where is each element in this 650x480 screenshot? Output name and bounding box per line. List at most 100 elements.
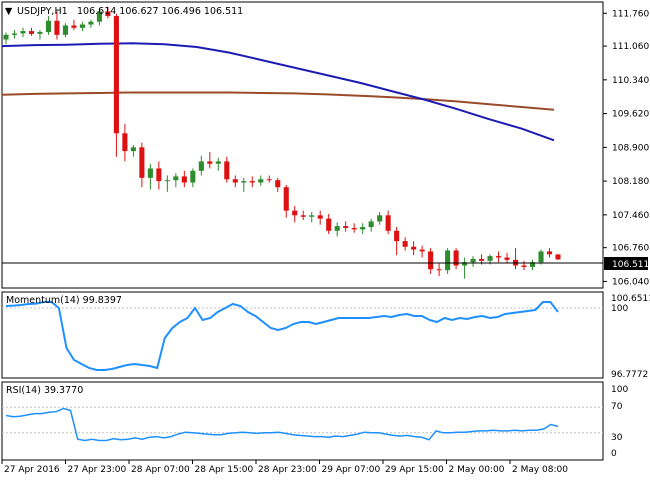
candle-body: [37, 32, 43, 34]
candle-body: [351, 227, 357, 230]
candle-body: [54, 20, 60, 35]
candle-body: [88, 21, 94, 25]
candle-body: [156, 168, 162, 182]
candle-body: [215, 161, 221, 164]
price-tick-label: 107.460: [612, 211, 649, 221]
candle-body: [385, 215, 391, 231]
candle-body: [164, 180, 170, 182]
time-tick-label: 29 Apr 15:00: [385, 465, 444, 475]
candle-body: [45, 20, 52, 33]
candle-body: [487, 256, 493, 261]
candle-body: [521, 265, 527, 267]
momentum-tick-bottom: 96.7772: [611, 370, 648, 380]
price-tick-label: 108.180: [612, 177, 649, 187]
time-tick-label: 27 Apr 2016: [4, 465, 60, 475]
dropdown-arrow-icon[interactable]: ▼: [5, 6, 13, 17]
candle-body: [62, 25, 68, 35]
momentum-panel[interactable]: [1, 291, 604, 379]
candle-body: [283, 187, 289, 211]
candle-body: [105, 11, 111, 17]
time-tick-label: 28 Apr 15:00: [195, 465, 254, 475]
time-tick-label: 2 May 08:00: [512, 465, 568, 475]
candle-body: [147, 168, 153, 178]
candle-body: [360, 227, 366, 230]
candle-body: [275, 180, 281, 188]
ma-fast-line: [1, 42, 555, 142]
candle-body: [479, 258, 485, 261]
momentum-title: Momentum(14) 99.8397: [6, 295, 122, 306]
candle-body: [28, 31, 35, 34]
candle-body: [529, 262, 536, 267]
chart-ohlc: 106.614 106.627 106.496 106.511: [77, 6, 243, 17]
candle-body: [453, 250, 459, 266]
candle-body: [198, 161, 204, 171]
candle-body: [546, 251, 553, 255]
candle-body: [326, 218, 332, 231]
candle-body: [402, 241, 408, 247]
momentum-tick-100: 100: [611, 304, 628, 314]
candle-body: [11, 33, 18, 35]
price-tick-label: 106.040: [612, 277, 649, 287]
candle-body: [139, 147, 145, 178]
candle-body: [394, 230, 400, 242]
candle-body: [445, 250, 451, 271]
candle-body: [470, 258, 476, 263]
candle-body: [232, 179, 238, 183]
rsi-series: [2, 406, 603, 442]
ma-slow-line: [1, 91, 555, 111]
rsi-tick-100: 100: [611, 385, 628, 395]
candle-body: [258, 179, 264, 183]
current-price-tag: [604, 257, 648, 270]
candle-body: [317, 215, 323, 219]
momentum-tick-top: 100.6511: [611, 294, 650, 304]
candle-body: [377, 215, 383, 222]
candle-body: [241, 181, 247, 183]
candle-body: [555, 254, 561, 260]
candle-body: [190, 170, 196, 183]
candle-body: [130, 147, 136, 152]
price-panel[interactable]: [1, 1, 604, 289]
rsi-line: [5, 407, 559, 442]
candles: [3, 6, 561, 279]
candle-body: [96, 11, 102, 22]
price-tick-label: 111.060: [612, 42, 649, 52]
time-tick-label: 28 Apr 23:00: [258, 465, 317, 475]
rsi-title: RSI(14) 39.3770: [6, 385, 83, 396]
time-tick-label: 29 Apr 07:00: [322, 465, 381, 475]
candle-body: [300, 215, 306, 217]
candle-body: [411, 246, 417, 250]
candle-body: [334, 226, 340, 231]
momentum-series: [2, 301, 603, 371]
candle-body: [20, 31, 26, 34]
candle-body: [292, 210, 298, 216]
candle-body: [79, 24, 85, 28]
candle-body: [538, 251, 544, 263]
time-axis: 27 Apr 2016 27 Apr 23:00 28 Apr 07:00 28 Ap…: [1, 460, 568, 475]
time-tick-label: 27 Apr 23:00: [68, 465, 127, 475]
candle-body: [462, 262, 468, 266]
moving-averages: [1, 42, 555, 142]
candle-body: [266, 179, 272, 181]
price-tick-label: 111.760: [612, 9, 649, 19]
candle-body: [436, 269, 442, 271]
candle-body: [207, 161, 213, 164]
time-tick-label: 2 May 00:00: [449, 465, 505, 475]
current-price-label: 106.511: [612, 260, 649, 270]
candle-body: [113, 16, 119, 134]
price-tick-label: 109.620: [612, 110, 649, 120]
candle-body: [309, 215, 315, 217]
candle-body: [181, 176, 187, 183]
rsi-panel[interactable]: [1, 381, 604, 461]
rsi-tick-30: 30: [611, 433, 623, 443]
price-tick-label: 106.760: [612, 244, 649, 254]
rsi-tick-70: 70: [611, 402, 623, 412]
candle-body: [173, 176, 179, 181]
momentum-line: [5, 301, 559, 371]
candle-body: [249, 181, 255, 183]
rsi-tick-0: 0: [611, 449, 617, 459]
price-axis: 111.760 111.060 110.340 109.620 108.900 108.1…: [603, 9, 649, 287]
candle-body: [343, 226, 349, 228]
price-tick-label: 108.900: [612, 143, 649, 153]
candle-body: [3, 34, 9, 40]
